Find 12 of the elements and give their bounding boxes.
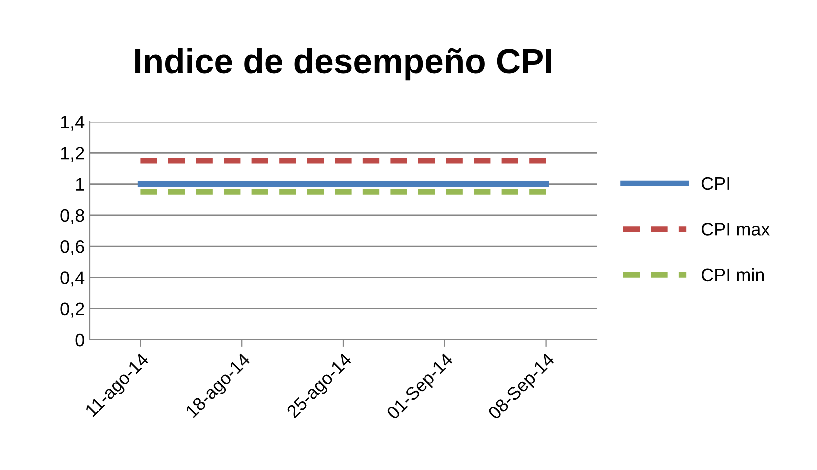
y-tick-label: 1,4 — [61, 116, 85, 131]
y-tick-label: 0,2 — [60, 302, 84, 318]
y-tick-label: 1 — [76, 178, 84, 191]
y-tick-label: 0,4 — [60, 272, 85, 287]
y-tick-label: 0 — [76, 334, 84, 347]
legend-label: CPI min — [702, 268, 764, 282]
y-tick-label: 0,6 — [60, 240, 84, 256]
y-tick-label: 0,8 — [60, 209, 84, 224]
chart-title: Indice de desempeño CPI — [136, 48, 552, 81]
legend-label: CPI max — [702, 223, 770, 236]
legend-label: CPI — [702, 177, 730, 190]
y-tick-label: 1,2 — [61, 147, 84, 162]
